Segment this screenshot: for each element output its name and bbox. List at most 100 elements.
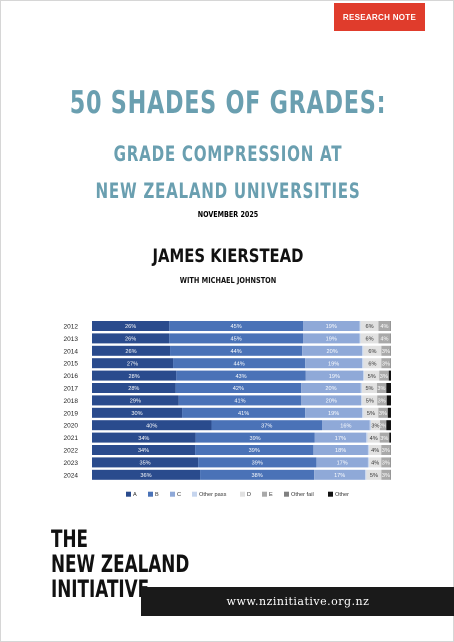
legend-label-a: A — [133, 492, 137, 498]
website-url[interactable]: www.nzinitiative.org.nz — [226, 595, 370, 608]
data-label-2024-a: 36% — [140, 473, 151, 479]
bar-2013-a — [92, 333, 170, 344]
bar-2017-other-fail — [385, 383, 387, 393]
bar-2015-other-pass — [362, 358, 364, 369]
bar-2014-e — [381, 345, 391, 356]
data-label-2021-a: 34% — [138, 436, 149, 442]
bar-2015-d — [363, 358, 382, 369]
data-label-2016-a: 28% — [129, 374, 140, 380]
year-label-2018: 2018 — [64, 398, 79, 405]
data-label-2016-b: 43% — [235, 374, 246, 380]
bar-2018-other — [386, 395, 391, 406]
data-label-2012-e: 4% — [380, 324, 388, 330]
bar-2013-b — [169, 333, 304, 344]
bar-2020-other-pass — [369, 420, 371, 431]
website-url-bar[interactable]: www.nzinitiative.org.nz — [141, 587, 454, 616]
data-label-2016-e: 3% — [380, 374, 388, 380]
bar-2024-other-fail — [390, 469, 391, 480]
year-label-2015: 2015 — [64, 361, 79, 368]
bar-2022-c — [313, 445, 368, 455]
bar-2017-e — [376, 383, 386, 393]
data-label-2017-d: 5% — [365, 386, 373, 392]
data-label-2020-b: 37% — [261, 423, 272, 429]
nz-initiative-logo: THE NEW ZEALAND INITIATIVE — [51, 527, 189, 602]
bar-2014-other-pass — [362, 345, 364, 356]
data-label-2016-d: 5% — [368, 374, 376, 380]
data-label-2023-a: 35% — [139, 461, 150, 467]
report-title: 50 SHADES OF GRADES: — [69, 85, 387, 121]
bar-2012-other-pass — [359, 321, 361, 331]
bar-2012-a — [92, 321, 170, 331]
data-label-2015-c: 19% — [328, 361, 339, 367]
bar-2016-a — [92, 370, 177, 381]
data-label-2012-a: 26% — [125, 324, 136, 330]
bar-2024-d — [366, 469, 382, 480]
bar-2012-e — [378, 321, 391, 331]
data-label-2018-d: 5% — [366, 399, 374, 405]
bar-2021-c — [314, 432, 367, 443]
bar-2013-c — [303, 333, 360, 344]
data-label-2014-c: 20% — [327, 349, 338, 355]
bar-2019-b — [182, 407, 306, 418]
data-label-2017-b: 42% — [233, 386, 244, 392]
bar-2012-c — [303, 321, 360, 331]
year-label-2016: 2016 — [64, 373, 79, 380]
bar-2020-d — [370, 420, 380, 431]
legend-label-d: D — [247, 492, 251, 498]
data-label-2013-e: 4% — [380, 337, 388, 343]
legend-label-other-pass: Other pass — [199, 492, 227, 498]
data-label-2023-d: 4% — [371, 461, 379, 467]
bar-2017-other-pass — [360, 383, 363, 393]
year-label-2021: 2021 — [64, 435, 79, 442]
data-label-2021-c: 17% — [335, 436, 346, 442]
bar-2014-d — [363, 345, 382, 356]
bar-2019-c — [305, 407, 363, 418]
grade-distribution-chart: 2012 26% 45% 19% 6% 4% 2013 26% 45% 19% 6% 4% 2014 26… — [64, 321, 391, 498]
bar-2013-d — [360, 333, 379, 344]
report-subtitle-line1: GRADE COMPRESSION AT — [113, 142, 343, 166]
data-label-2017-c: 20% — [325, 386, 336, 392]
data-label-2019-e: 3% — [379, 411, 387, 417]
bar-2024-b — [200, 469, 315, 480]
bar-2018-a — [92, 395, 179, 406]
bar-2019-other-fail — [387, 407, 388, 418]
bar-2018-other-pass — [361, 395, 363, 406]
bar-2022-a — [92, 445, 196, 455]
bar-2020-b — [211, 420, 322, 431]
bar-2015-e — [381, 358, 391, 369]
bar-2016-other-pass — [362, 370, 365, 381]
legend-swatch-other-pass — [192, 491, 197, 497]
data-label-2013-a: 26% — [125, 337, 136, 343]
bar-2013-other-pass — [359, 333, 361, 344]
data-label-2022-a: 34% — [138, 448, 149, 454]
data-label-2017-e: 3% — [377, 386, 385, 392]
bar-2014-other-fail — [390, 345, 391, 356]
year-label-2017: 2017 — [64, 386, 79, 393]
data-label-2024-e: 3% — [382, 473, 390, 479]
bar-2024-other-pass — [365, 469, 367, 480]
author-name: JAMES KIERSTEAD — [152, 245, 304, 267]
bar-2016-other — [388, 370, 391, 381]
data-label-2019-d: 5% — [367, 411, 375, 417]
bar-2015-a — [92, 358, 174, 369]
data-label-2018-b: 41% — [234, 399, 245, 405]
bar-2024-a — [92, 469, 201, 480]
bar-2020-other-fail — [385, 420, 387, 431]
bar-2019-other — [387, 407, 391, 418]
bar-2018-b — [178, 395, 302, 406]
bar-2023-b — [198, 457, 317, 468]
bar-2017-other — [386, 383, 391, 393]
legend-swatch-other-fail — [284, 491, 289, 497]
data-label-2012-d: 6% — [366, 324, 374, 330]
legend-label-b: B — [155, 492, 159, 498]
bar-2024-e — [381, 469, 391, 480]
data-label-2022-e: 3% — [382, 448, 390, 454]
bar-2017-d — [362, 383, 377, 393]
legend-label-e: E — [269, 492, 273, 498]
data-label-2022-c: 18% — [335, 448, 346, 454]
bar-2012-other-fail — [390, 321, 391, 331]
bar-2016-b — [176, 370, 306, 381]
bar-2018-other-fail — [386, 395, 387, 406]
bar-2023-e — [381, 457, 391, 468]
